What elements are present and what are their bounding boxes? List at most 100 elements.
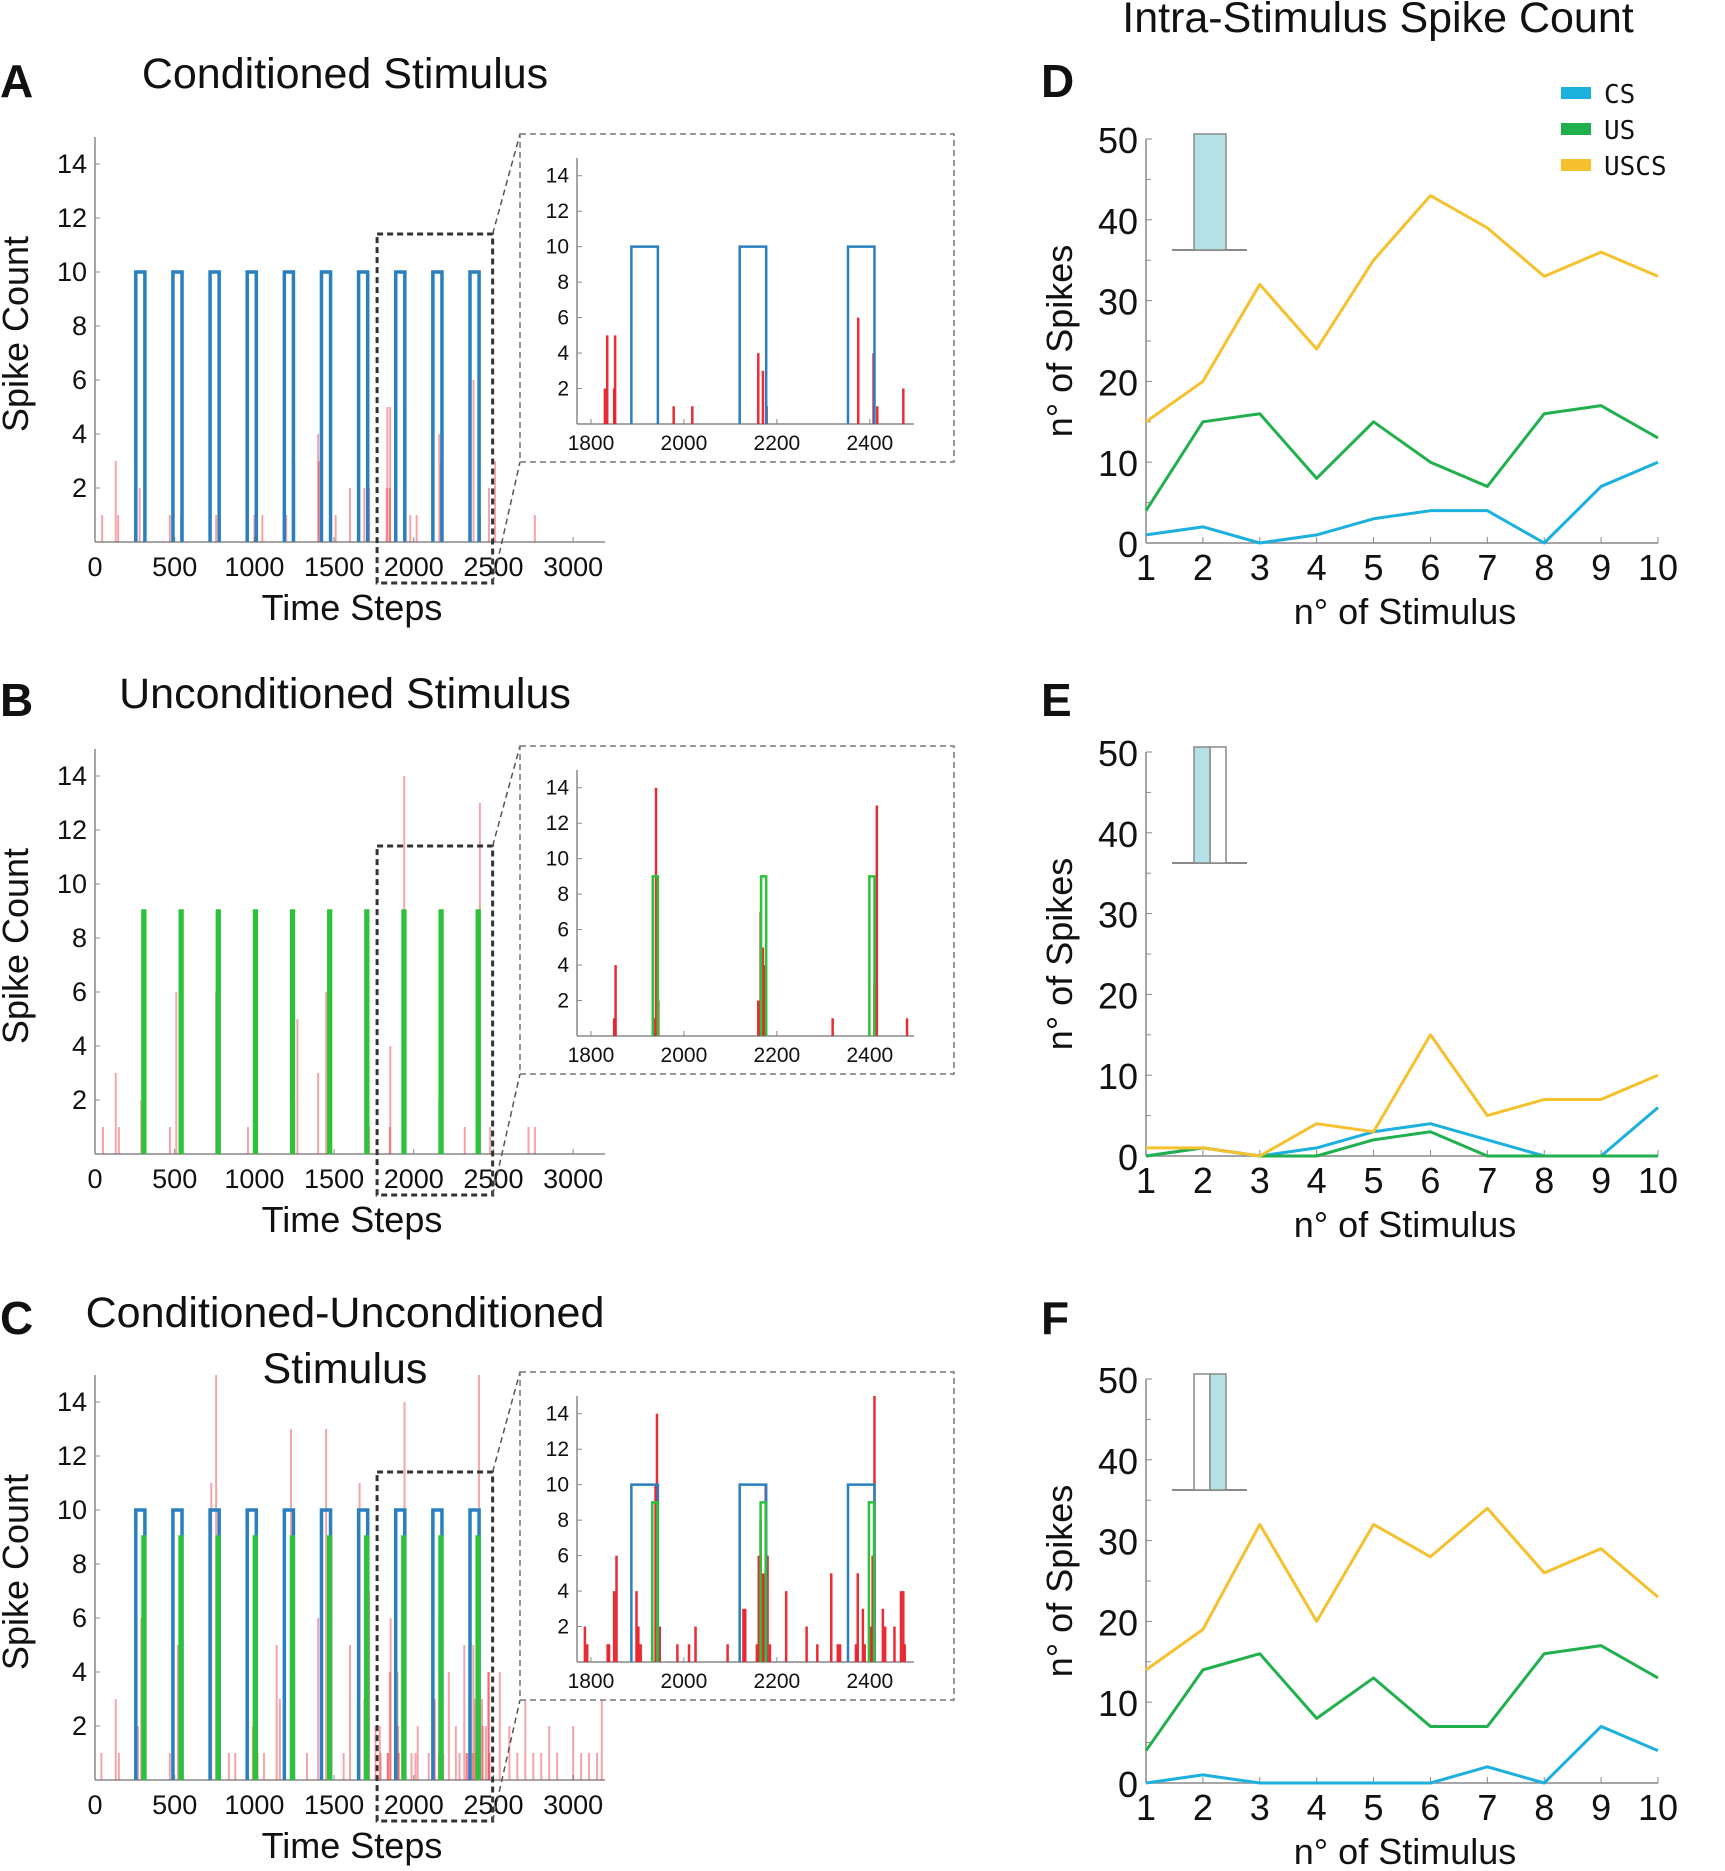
us-stimulus-pulse	[651, 1501, 659, 1662]
x-tick-label: 3000	[543, 1164, 603, 1194]
y-tick-label: 2	[557, 378, 569, 401]
stimulus-window-icon	[1172, 133, 1247, 251]
x-tick-label: 0	[87, 1164, 102, 1194]
zoom-connector-line	[491, 1699, 521, 1822]
y-tick-label: 14	[57, 149, 87, 179]
cs-stimulus-pulse	[468, 270, 481, 542]
us-stimulus-pulse	[475, 1535, 481, 1780]
icon-window-empty	[1209, 746, 1227, 864]
cs-stimulus-pulse	[319, 270, 333, 542]
y-tick-label: 4	[557, 1580, 569, 1603]
us-stimulus-pulse	[141, 1535, 147, 1780]
y-axis-label: n° of Spikes	[1039, 1485, 1080, 1678]
x-tick-label: 2000	[661, 1670, 708, 1693]
y-tick-label: 10	[1098, 443, 1138, 484]
x-tick-label: 6	[1420, 1787, 1440, 1828]
legend-swatch-uscs	[1561, 159, 1591, 171]
y-tick-label: 0	[1118, 1764, 1138, 1805]
y-tick-label: 10	[546, 1474, 569, 1497]
cs-stimulus-pulse	[245, 270, 259, 542]
x-tick-label: 2200	[754, 1044, 801, 1067]
x-tick-label: 9	[1591, 1160, 1611, 1201]
panel-F: F 0 10 20 30 40 50 1 2 3 4 5 6 7 8 9 10 n° of Stimulus n° …	[1039, 1292, 1678, 1871]
cs-stimulus-pulse	[738, 245, 768, 424]
legend-label: US	[1604, 116, 1635, 146]
x-tick-label: 2	[1193, 1787, 1213, 1828]
y-tick-label: 4	[72, 1031, 87, 1061]
y-tick-label: 6	[72, 1603, 87, 1633]
x-tick-label: 8	[1534, 1787, 1554, 1828]
series-line-cs	[1145, 1106, 1659, 1158]
raster-content	[603, 245, 905, 424]
inset-axes: 2 4 6 8 10 12 14 1800 2000 2200 2400	[546, 158, 914, 455]
zoom-connector-line	[491, 1073, 521, 1196]
us-stimulus-pulse	[178, 909, 184, 1154]
x-axis-label: Time Steps	[262, 587, 443, 628]
stimulus-window-icon	[1172, 746, 1247, 864]
stimulus-window-icon	[1172, 1373, 1247, 1491]
y-tick-label: 12	[57, 203, 87, 233]
x-tick-label: 9	[1591, 1787, 1611, 1828]
y-axis-label: n° of Spikes	[1039, 245, 1080, 438]
y-tick-label: 0	[1118, 1137, 1138, 1178]
y-tick-label: 14	[546, 1403, 570, 1426]
x-tick-label: 2	[1193, 1160, 1213, 1201]
raster-content	[100, 1375, 603, 1780]
cs-stimulus-pulse	[134, 270, 147, 542]
raster-content	[101, 776, 536, 1154]
main-axes: 2 4 6 8 10 12 14 0 500 1000 1500 2000 2500 3000	[57, 749, 605, 1194]
x-tick-label: 1800	[568, 1044, 615, 1067]
us-stimulus-pulse	[252, 1535, 258, 1780]
raster-content	[612, 787, 909, 1036]
legend: CS US USCS	[1561, 80, 1667, 182]
y-tick-label: 14	[546, 165, 570, 188]
icon-window-empty	[1193, 1373, 1211, 1491]
series-line-uscs	[1145, 194, 1659, 424]
cs-stimulus-pulse	[846, 245, 876, 424]
y-tick-label: 2	[72, 1711, 87, 1741]
panel-title: Stimulus	[263, 1345, 428, 1393]
panel-label: A	[0, 55, 33, 107]
y-tick-label: 2	[557, 990, 569, 1013]
x-tick-label: 4	[1307, 1160, 1327, 1201]
cs-stimulus-pulse	[431, 270, 444, 542]
main-axes: 2 4 6 8 10 12 14 0 500 1000 1500 2000 2500 3000	[57, 1375, 605, 1820]
y-tick-label: 8	[72, 1549, 87, 1579]
y-tick-label: 6	[557, 1545, 569, 1568]
y-tick-label: 10	[57, 257, 87, 287]
y-tick-label: 8	[557, 883, 569, 906]
y-tick-label: 4	[557, 342, 569, 365]
us-stimulus-pulse	[401, 909, 407, 1154]
x-tick-label: 3000	[543, 1790, 603, 1820]
x-tick-label: 2000	[384, 1790, 444, 1820]
x-tick-label: 2000	[661, 432, 708, 455]
us-stimulus-pulse	[401, 1535, 407, 1780]
x-tick-label: 3000	[543, 552, 603, 582]
x-tick-label: 1500	[304, 552, 364, 582]
x-axis-label: n° of Stimulus	[1294, 1831, 1517, 1871]
inset-axes: 2 4 6 8 10 12 14 1800 2000 2200 2400	[546, 1396, 914, 1693]
y-tick-label: 6	[557, 307, 569, 330]
x-tick-label: 7	[1477, 1160, 1497, 1201]
y-tick-label: 4	[72, 419, 87, 449]
y-tick-label: 12	[57, 815, 87, 845]
panel-C: C Conditioned-Unconditioned Stimulus 2 4 6 8 10…	[0, 1289, 955, 1866]
zoom-region-box	[375, 844, 495, 1197]
x-tick-label: 1800	[568, 432, 615, 455]
y-tick-label: 10	[1098, 1056, 1138, 1097]
y-tick-label: 8	[72, 923, 87, 953]
x-tick-label: 3	[1250, 547, 1270, 588]
us-stimulus-pulse	[141, 909, 147, 1154]
zoom-connector-line	[491, 461, 521, 584]
x-tick-label: 7	[1477, 547, 1497, 588]
y-tick-label: 20	[1098, 975, 1138, 1016]
panel-label: E	[1041, 674, 1072, 726]
us-stimulus-pulse	[759, 1501, 767, 1662]
x-axis-label: n° of Stimulus	[1294, 591, 1517, 632]
y-tick-label: 12	[546, 200, 569, 223]
panel-E: E 0 10 20 30 40 50 1 2 3 4 5 6 7 8 9 10 n° of Stimulus n° …	[1039, 674, 1678, 1245]
series-line-us	[1144, 404, 1659, 512]
y-tick-label: 6	[557, 919, 569, 942]
x-tick-label: 1800	[568, 1670, 615, 1693]
